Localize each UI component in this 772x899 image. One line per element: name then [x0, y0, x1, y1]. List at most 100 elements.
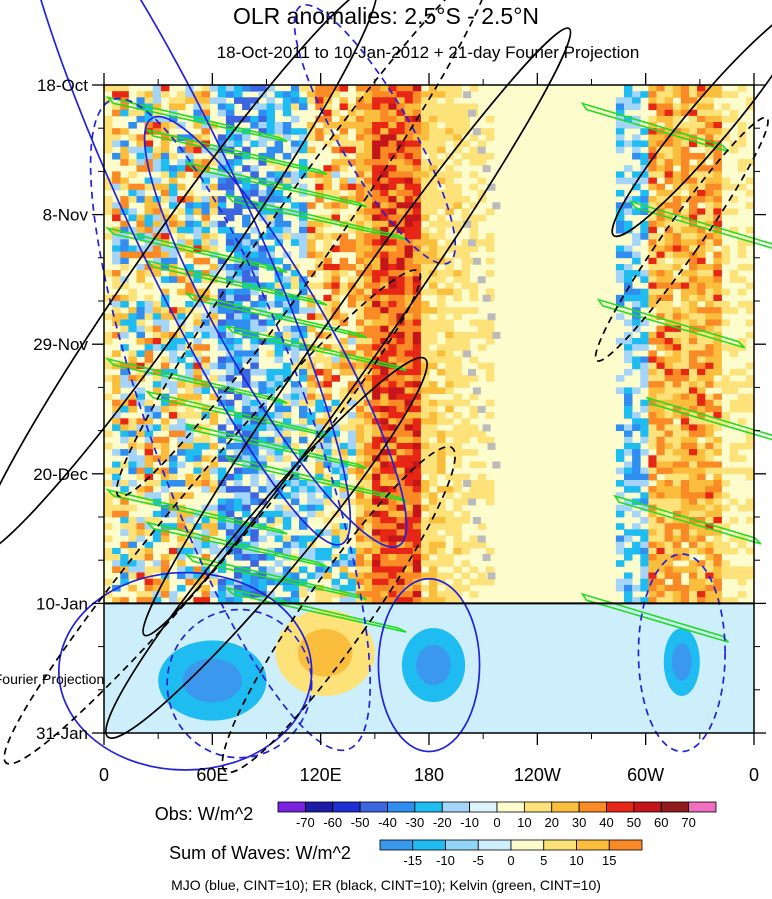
obs-cell: [485, 338, 495, 345]
obs-cell: [664, 171, 674, 178]
obs-cell: [705, 554, 714, 561]
obs-cell: [160, 313, 170, 320]
obs-cell: [721, 504, 730, 512]
obs-cell: [136, 307, 145, 314]
obs-cell: [380, 115, 389, 123]
obs-cell: [412, 473, 422, 481]
obs-cell: [323, 122, 332, 129]
obs-cell: [307, 220, 316, 228]
obs-cell: [445, 350, 454, 357]
obs-cell: [380, 344, 389, 351]
obs-cell: [209, 578, 219, 586]
obs-cell: [664, 566, 674, 573]
obs-cell: [656, 449, 665, 456]
obs-cell: [420, 535, 430, 543]
obs-cell: [648, 152, 657, 160]
obs-cell: [290, 177, 300, 185]
obs-cell: [307, 282, 316, 290]
obs-cell: [225, 245, 235, 253]
colorbar-tick-label: -60: [323, 815, 342, 830]
obs-cell: [445, 584, 454, 592]
obs-cell: [697, 480, 706, 487]
obs-cell: [485, 257, 495, 265]
obs-cell: [242, 288, 251, 296]
obs-cell: [144, 134, 154, 141]
obs-cell: [412, 523, 422, 530]
obs-cell: [193, 344, 202, 351]
obs-cell: [705, 486, 714, 493]
obs-cell: [372, 517, 381, 524]
obs-cell: [372, 381, 381, 388]
obs-cell: [290, 331, 300, 339]
obs-cell: [282, 264, 292, 271]
obs-cell: [380, 430, 389, 438]
obs-cell: [290, 597, 300, 604]
obs-cell: [672, 597, 682, 604]
obs-cell: [169, 97, 178, 104]
obs-cell: [721, 492, 730, 499]
obs-cell: [104, 294, 113, 302]
obs-cell: [185, 412, 194, 419]
obs-cell: [469, 449, 479, 456]
obs-cell: [193, 313, 202, 320]
obs-cell: [624, 461, 633, 469]
obs-cell: [477, 430, 487, 438]
obs-cell: [624, 572, 633, 580]
colorbar-tick-label: 10: [517, 815, 531, 830]
obs-cell: [177, 381, 186, 388]
obs-cell: [364, 566, 373, 573]
obs-cell: [185, 510, 194, 518]
obs-cell: [624, 202, 633, 209]
obs-cell: [664, 560, 674, 567]
obs-cell: [307, 535, 316, 543]
obs-cell: [136, 109, 145, 117]
obs-cell: [299, 208, 308, 215]
obs-cell: [697, 134, 706, 141]
obs-cell: [672, 480, 682, 487]
obs-cell: [420, 276, 430, 283]
obs-cell: [469, 233, 479, 240]
obs-cell: [445, 418, 454, 425]
obs-cell: [713, 572, 722, 580]
obs-cell: [453, 442, 462, 450]
obs-cell: [420, 245, 430, 253]
obs-cell: [185, 220, 194, 228]
obs-cell: [120, 226, 129, 234]
obs-cell: [169, 122, 178, 129]
obs-cell: [364, 473, 373, 481]
obs-cell: [217, 424, 227, 431]
obs-cell: [672, 134, 682, 141]
obs-cell: [404, 597, 414, 604]
obs-cell: [144, 282, 154, 290]
obs-cell: [713, 461, 722, 469]
obs-cell: [461, 239, 470, 246]
obs-cell: [429, 202, 438, 209]
obs-cell: [485, 331, 495, 339]
obs-cell: [615, 294, 625, 302]
obs-cell: [193, 467, 202, 475]
obs-cell: [152, 97, 162, 104]
obs-cell: [299, 146, 308, 154]
y-tick-label: 8-Nov: [43, 206, 89, 225]
obs-cell: [648, 405, 657, 413]
obs-cell: [120, 196, 129, 203]
obs-cell: [120, 313, 129, 320]
obs-cell: [128, 584, 137, 592]
obs-cell: [437, 103, 446, 111]
obs-cell: [266, 381, 275, 388]
obs-cell: [136, 424, 145, 431]
obs-cell: [355, 480, 365, 487]
obs-cell: [632, 97, 641, 104]
obs-cell: [225, 529, 235, 536]
y-tick-label: 10-Jan: [36, 594, 88, 613]
obs-cell: [144, 529, 154, 536]
obs-cell: [201, 257, 210, 265]
obs-cell: [680, 288, 690, 296]
obs-cell: [169, 381, 178, 388]
obs-cell: [705, 128, 714, 135]
obs-cell: [445, 208, 454, 215]
obs-cell: [307, 504, 316, 512]
obs-cell: [404, 214, 414, 222]
obs-cell: [160, 251, 170, 259]
obs-cell: [429, 442, 438, 450]
